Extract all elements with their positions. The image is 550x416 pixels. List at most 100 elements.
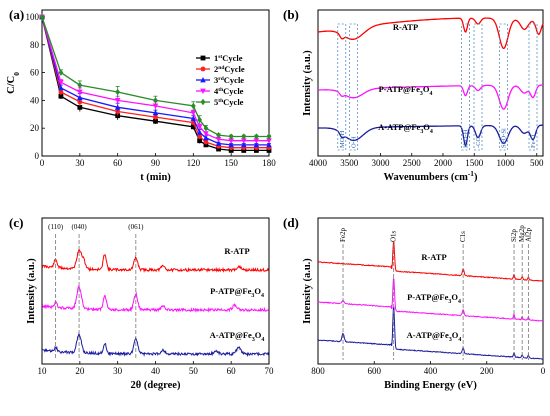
data-point <box>203 139 209 145</box>
series-label: P-ATP@Fe3O4 <box>210 286 264 299</box>
y-axis-label: Intensity (a.u.) <box>302 50 313 116</box>
data-point <box>240 141 247 148</box>
peak-label: Si2p <box>510 229 518 242</box>
data-point <box>240 138 247 144</box>
x-tick-label: 600 <box>368 366 382 376</box>
x-axis-label: Binding Energy (eV) <box>384 380 477 391</box>
band-marker <box>473 23 483 151</box>
data-point <box>39 13 45 21</box>
legend-marker <box>200 77 206 83</box>
x-tick-label: 180 <box>262 158 276 168</box>
data-point <box>153 114 158 120</box>
x-tick-label: 0 <box>40 158 45 168</box>
x-axis-label: Wavenumbers (cm-1) <box>384 169 478 184</box>
data-point <box>58 79 64 86</box>
data-point <box>114 97 121 104</box>
x-axis-label: t (min) <box>140 172 171 183</box>
band-marker <box>349 23 359 151</box>
series-label: P-ATP@Fe3O4 <box>407 292 461 305</box>
data-point <box>266 138 272 144</box>
x-tick-label: 30 <box>75 158 85 168</box>
data-point <box>152 103 159 109</box>
data-point <box>203 142 209 148</box>
y-tick-label: 100 <box>26 12 40 22</box>
x-tick-label: 30 <box>113 366 123 376</box>
series-line <box>41 284 270 313</box>
legend-entry: 5thCycle <box>214 97 244 107</box>
y-axis-label: Intensity (a.u.) <box>26 258 37 324</box>
panel-label: (b) <box>283 7 299 22</box>
x-tick-label: 60 <box>227 366 237 376</box>
y-axis-label: Intensity (a.u.) <box>302 258 313 324</box>
data-point <box>190 115 197 121</box>
x-tick-label: 20 <box>75 366 85 376</box>
data-point <box>228 141 234 148</box>
peak-label: C1s <box>459 231 467 242</box>
data-point <box>77 81 83 89</box>
series-line <box>317 277 544 322</box>
x-axis-label: 2θ (degree) <box>131 380 181 391</box>
x-tick-label: 3500 <box>340 158 359 168</box>
data-point <box>253 133 259 140</box>
data-point <box>190 102 196 110</box>
data-point <box>215 136 222 143</box>
panel-label: (c) <box>9 215 23 230</box>
data-point <box>228 148 234 153</box>
peak-label: (040) <box>71 223 87 231</box>
series-line <box>318 124 543 147</box>
series-label: P-ATP@Fe3O4 <box>379 84 433 97</box>
peak-label: Mg2p <box>518 225 526 242</box>
band-label: H-O-H <box>463 129 470 148</box>
data-point <box>77 104 83 110</box>
x-tick-label: 10 <box>38 366 48 376</box>
data-point <box>115 88 121 96</box>
x-tick-label: 500 <box>530 158 544 168</box>
data-point <box>253 148 259 153</box>
x-tick-label: 400 <box>424 366 438 376</box>
panel-label: (d) <box>283 215 299 230</box>
panel-label: (a) <box>9 7 24 22</box>
data-point <box>228 138 234 144</box>
data-point <box>58 69 64 76</box>
x-tick-label: 40 <box>151 366 161 376</box>
series-line <box>41 332 270 358</box>
data-point <box>197 134 203 139</box>
series-line <box>317 241 544 282</box>
x-tick-label: 800 <box>311 366 325 376</box>
data-point <box>266 141 272 148</box>
panel-2: (b) 4000 3500 3000 2500 2000 1500 1000 500 Wavenu… <box>283 7 544 183</box>
x-tick-label: 50 <box>189 366 199 376</box>
x-tick-label: 0 <box>541 366 546 376</box>
data-point <box>58 93 64 99</box>
x-tick-label: 2500 <box>403 158 422 168</box>
legend-marker <box>200 98 206 106</box>
y-axis-label: C/C0 <box>6 72 21 94</box>
legend-marker <box>200 55 206 61</box>
data-point <box>196 124 203 130</box>
x-tick-label: 200 <box>480 366 494 376</box>
y-tick-label: 80 <box>30 40 40 50</box>
data-point <box>197 138 203 144</box>
band-label: -CO₃ <box>475 135 482 148</box>
band-marker <box>528 23 538 151</box>
legend-entry: 2ndCycle <box>214 64 245 74</box>
series-line <box>318 84 543 110</box>
series-label: A-ATP@Fe3O4 <box>378 122 433 135</box>
legend-entry: 4thCycle <box>214 86 244 96</box>
x-tick-label: 120 <box>187 158 201 168</box>
data-point <box>266 133 272 140</box>
y-tick-label: 20 <box>30 123 40 133</box>
series-line <box>317 17 544 49</box>
x-tick-label: 1500 <box>465 158 484 168</box>
data-point <box>216 131 221 139</box>
panel-1: (a) 0 30 60 90 120 150 180 t (min) 0 20 40 60 80 100 C/… <box>6 7 276 183</box>
data-point <box>253 138 260 144</box>
peak-label: Al2p <box>524 228 532 243</box>
data-point <box>190 110 197 116</box>
band-marker <box>499 23 509 151</box>
panel-4: (d) 800 600 400 200 0 Binding Energy (eV) Inten… <box>283 215 546 391</box>
data-point <box>215 140 222 146</box>
x-tick-label: 4000 <box>309 158 328 168</box>
y-tick-label: 40 <box>30 95 40 105</box>
